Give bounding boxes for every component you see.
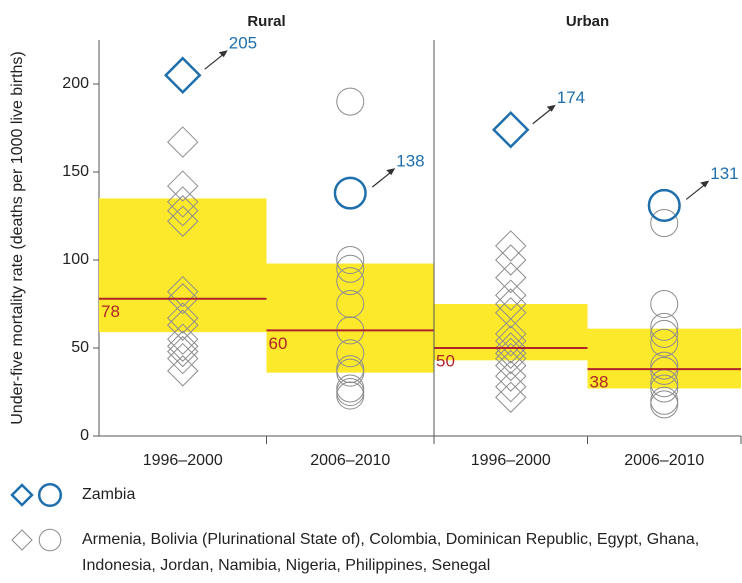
panel-title: Rural bbox=[247, 13, 285, 30]
country-point bbox=[650, 209, 679, 238]
country-point bbox=[495, 360, 527, 392]
iqr-box bbox=[434, 304, 588, 361]
country-point bbox=[167, 275, 199, 308]
iqr-box bbox=[266, 263, 434, 373]
median-label: 78 bbox=[101, 302, 120, 321]
country-point bbox=[650, 386, 679, 415]
country-point bbox=[650, 312, 679, 341]
country-point bbox=[167, 330, 199, 362]
country-point bbox=[495, 349, 527, 382]
country-point bbox=[167, 342, 199, 375]
country-point bbox=[167, 323, 199, 355]
legend-diamond bbox=[11, 529, 33, 551]
leader-head bbox=[700, 180, 710, 188]
country-point bbox=[495, 342, 527, 375]
country-point bbox=[167, 195, 199, 227]
country-point bbox=[495, 297, 527, 329]
country-point bbox=[167, 170, 199, 202]
zambia-label: 138 bbox=[396, 152, 424, 171]
country-point bbox=[336, 290, 365, 318]
country-point bbox=[495, 381, 527, 413]
x-tick-label: 2006–2010 bbox=[624, 452, 704, 469]
leader bbox=[371, 170, 393, 188]
zambia-label: 174 bbox=[557, 88, 585, 107]
country-point bbox=[336, 339, 365, 368]
country-point bbox=[650, 374, 679, 403]
country-point bbox=[167, 309, 199, 341]
y-tick-label: 150 bbox=[62, 163, 89, 180]
x-tick-label: 1996–2000 bbox=[471, 452, 551, 469]
zambia-point bbox=[333, 176, 367, 210]
y-tick-label: 100 bbox=[62, 251, 89, 268]
country-point bbox=[495, 261, 527, 294]
country-point bbox=[167, 126, 199, 158]
country-point bbox=[336, 87, 365, 116]
legend-diamond bbox=[10, 483, 34, 507]
country-point bbox=[336, 374, 365, 403]
country-point bbox=[495, 230, 527, 262]
zambia-point bbox=[491, 110, 530, 149]
country-point bbox=[650, 351, 679, 380]
x-tick-label: 2006–2010 bbox=[310, 452, 390, 469]
leader bbox=[532, 107, 554, 125]
legend-label: Zambia bbox=[82, 486, 136, 503]
country-point bbox=[167, 186, 199, 218]
country-point bbox=[336, 254, 365, 283]
y-tick-label: 50 bbox=[71, 339, 89, 356]
zambia-point bbox=[647, 188, 681, 222]
median-label: 50 bbox=[436, 351, 455, 370]
country-point bbox=[650, 390, 679, 419]
y-tick-label: 0 bbox=[80, 427, 89, 444]
median-label: 60 bbox=[269, 334, 288, 353]
leader-head bbox=[218, 50, 228, 58]
country-point bbox=[167, 355, 199, 387]
legend-circle bbox=[37, 482, 63, 508]
country-point bbox=[650, 319, 679, 348]
y-tick-label: 200 bbox=[62, 75, 89, 92]
legend-label: Armenia, Bolivia (Plurinational State of… bbox=[82, 531, 700, 574]
zambia-label: 205 bbox=[229, 34, 257, 53]
leader-head bbox=[386, 168, 396, 176]
country-point bbox=[495, 325, 527, 357]
country-point bbox=[495, 332, 527, 364]
iqr-box bbox=[99, 198, 267, 333]
country-point bbox=[167, 302, 199, 334]
leader bbox=[685, 182, 707, 200]
country-point bbox=[167, 283, 199, 315]
country-point bbox=[495, 279, 527, 311]
country-point bbox=[650, 290, 679, 318]
country-point bbox=[167, 205, 199, 237]
zambia-label: 131 bbox=[710, 164, 738, 183]
leader-head bbox=[546, 104, 556, 112]
iqr-box bbox=[587, 328, 741, 389]
country-point bbox=[650, 356, 679, 385]
country-point bbox=[495, 371, 527, 403]
country-point bbox=[336, 381, 365, 410]
country-point bbox=[336, 267, 365, 296]
x-tick-label: 1996–2000 bbox=[143, 452, 223, 469]
country-point bbox=[650, 328, 679, 357]
legend-circle bbox=[38, 528, 62, 552]
country-point bbox=[167, 335, 199, 368]
country-point bbox=[336, 246, 365, 274]
country-point bbox=[336, 358, 365, 387]
leader bbox=[204, 52, 226, 70]
y-axis-label: Under-five mortality rate (deaths per 10… bbox=[9, 51, 26, 425]
zambia-point bbox=[163, 56, 202, 94]
panel-title: Urban bbox=[566, 13, 609, 30]
country-point bbox=[495, 244, 527, 276]
median-label: 38 bbox=[590, 373, 609, 392]
